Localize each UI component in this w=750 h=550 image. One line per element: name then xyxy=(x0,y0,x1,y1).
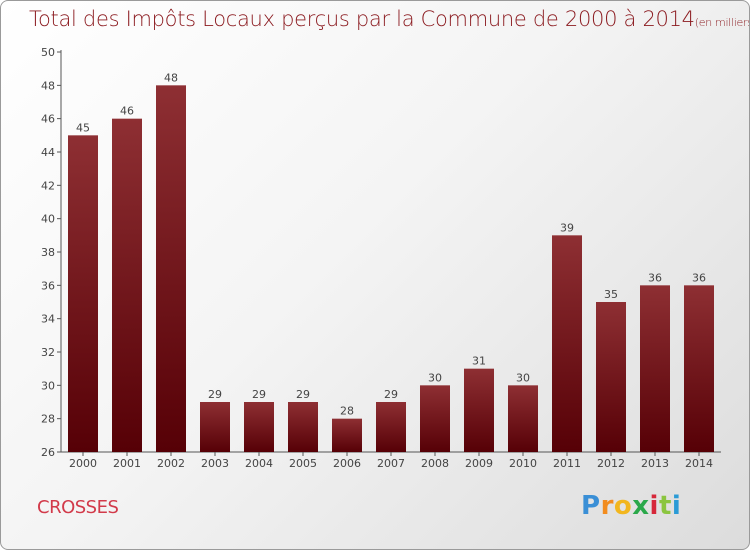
proxiti-logo: Proxiti xyxy=(581,491,681,521)
y-tick-label: 46 xyxy=(41,113,55,126)
value-label-2009: 31 xyxy=(472,355,486,368)
x-tick-label: 2009 xyxy=(465,457,493,470)
bar-2001 xyxy=(112,118,142,453)
chart-title-text: Total des Impôts Locaux perçus par la Co… xyxy=(29,7,695,31)
logo-letter: r xyxy=(600,491,614,521)
x-tick-label: 2001 xyxy=(113,457,141,470)
value-label-2002: 48 xyxy=(164,71,178,84)
y-tick-label: 34 xyxy=(41,313,55,326)
x-tick-label: 2007 xyxy=(377,457,405,470)
value-label-2004: 29 xyxy=(252,388,266,401)
x-tick-label: 2006 xyxy=(333,457,361,470)
x-tick-label: 2003 xyxy=(201,457,229,470)
x-tick-label: 2010 xyxy=(509,457,537,470)
y-tick-label: 32 xyxy=(41,346,55,359)
bar-2010 xyxy=(508,385,538,452)
y-tick-label: 36 xyxy=(41,279,55,292)
bar-2000 xyxy=(68,135,98,453)
logo-letter: t xyxy=(658,491,672,521)
bar-2006 xyxy=(332,418,362,452)
bar-2012 xyxy=(596,302,626,452)
logo-letter: i xyxy=(671,491,682,521)
x-tick-label: 2004 xyxy=(245,457,273,470)
bar-2009 xyxy=(464,368,494,452)
y-tick-label: 26 xyxy=(41,446,55,459)
value-label-2014: 36 xyxy=(692,271,706,284)
y-tick-label: 48 xyxy=(41,79,55,92)
y-tick-label: 28 xyxy=(41,413,55,426)
value-label-2010: 30 xyxy=(516,371,530,384)
y-tick-label: 40 xyxy=(41,213,55,226)
value-label-2003: 29 xyxy=(208,388,222,401)
x-tick-label: 2008 xyxy=(421,457,449,470)
bar-2003 xyxy=(200,402,230,452)
x-tick-label: 2002 xyxy=(157,457,185,470)
value-label-2013: 36 xyxy=(648,271,662,284)
value-label-2000: 45 xyxy=(76,121,90,134)
x-tick-label: 2000 xyxy=(69,457,97,470)
x-tick-label: 2011 xyxy=(553,457,581,470)
logo-letter: P xyxy=(581,491,601,521)
value-label-2001: 46 xyxy=(120,105,134,118)
logo-letter: i xyxy=(649,491,659,521)
x-tick-label: 2014 xyxy=(685,457,713,470)
value-label-2007: 29 xyxy=(384,388,398,401)
commune-name: CROSSES xyxy=(37,497,119,518)
value-label-2012: 35 xyxy=(604,288,618,301)
bar-2013 xyxy=(640,285,670,452)
bar-2014 xyxy=(684,285,714,452)
y-tick-label: 50 xyxy=(41,46,55,59)
x-tick-label: 2013 xyxy=(641,457,669,470)
logo-letter: x xyxy=(632,491,650,521)
x-tick-label: 2005 xyxy=(289,457,317,470)
y-tick-label: 30 xyxy=(41,379,55,392)
y-tick-label: 42 xyxy=(41,179,55,192)
bar-2005 xyxy=(288,402,318,452)
axes: 26 28 30 32 34 36 38 40 42 44 46 48 50 2000 2001 2002 20… xyxy=(41,46,721,470)
value-label-2008: 30 xyxy=(428,371,442,384)
bar-2007 xyxy=(376,402,406,452)
value-label-2005: 29 xyxy=(296,388,310,401)
bar-2002 xyxy=(156,85,186,452)
bar-2008 xyxy=(420,385,450,452)
bar-2011 xyxy=(552,235,582,452)
value-label-2006: 28 xyxy=(340,405,354,418)
y-tick-label: 38 xyxy=(41,246,55,259)
logo-letter: o xyxy=(613,491,633,521)
chart-title: Total des Impôts Locaux perçus par la Co… xyxy=(29,7,750,31)
x-tick-label: 2012 xyxy=(597,457,625,470)
value-labels: 45 46 48 29 29 29 28 29 30 31 30 39 35 36 36 xyxy=(76,71,706,417)
y-tick-label: 44 xyxy=(41,146,55,159)
bars xyxy=(68,85,714,453)
value-label-2011: 39 xyxy=(560,221,574,234)
chart-title-unit: (en milliers d'€) xyxy=(694,16,750,29)
bar-2004 xyxy=(244,402,274,452)
